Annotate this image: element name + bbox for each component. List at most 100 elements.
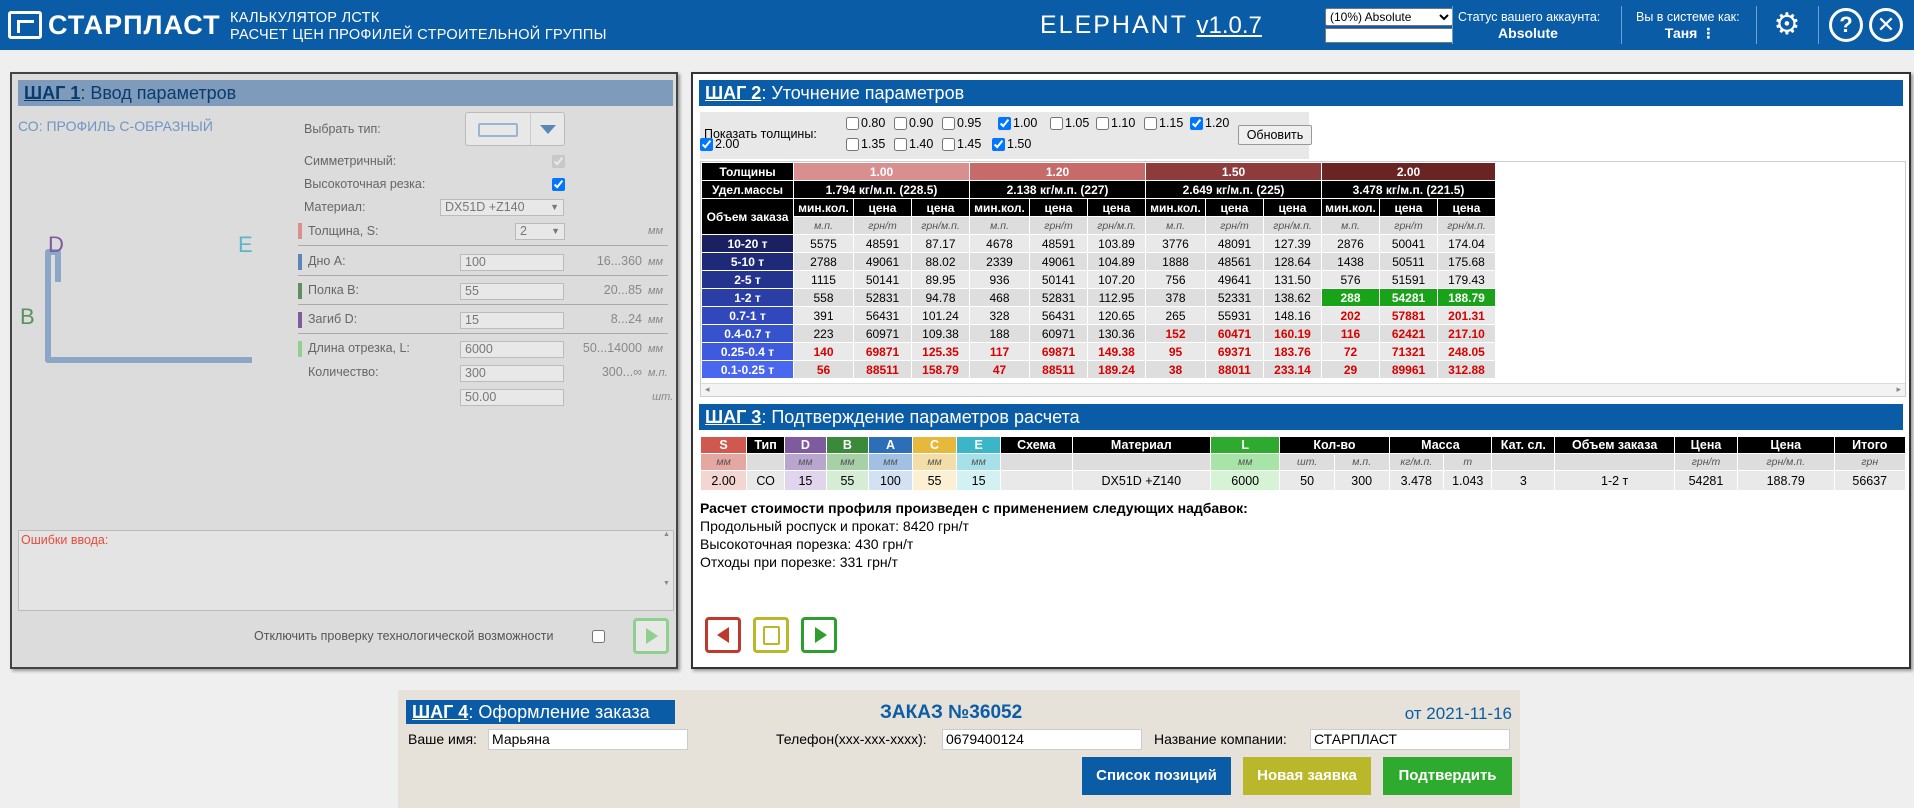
thickness-checkbox[interactable] bbox=[846, 137, 859, 151]
grid-row[interactable]: 1-2 т 558 52831 94.78 468 52831 112.95 378 52331… bbox=[701, 288, 1496, 307]
name-input[interactable]: Марьяна bbox=[488, 729, 688, 750]
thickness-checkbox[interactable] bbox=[1190, 116, 1203, 130]
thickness-select[interactable]: 2 ▼ bbox=[515, 223, 565, 240]
grid-cell[interactable]: 201.31 bbox=[1437, 306, 1496, 325]
grid-cell[interactable]: 152 bbox=[1145, 324, 1206, 343]
grid-cell[interactable]: 125.35 bbox=[911, 342, 970, 361]
thickness-option[interactable]: 1.45 bbox=[942, 137, 981, 151]
grid-cell[interactable]: 49061 bbox=[853, 252, 912, 271]
material-select[interactable]: DX51D +Z140 ▼ bbox=[440, 199, 564, 216]
grid-cell[interactable]: 149.38 bbox=[1087, 342, 1146, 361]
grid-cell[interactable]: 130.36 bbox=[1087, 324, 1146, 343]
thickness-option[interactable]: 1.15 bbox=[1144, 116, 1183, 130]
grid-cell[interactable]: 72 bbox=[1321, 342, 1380, 361]
thickness-checkbox[interactable] bbox=[992, 137, 1005, 151]
grid-cell[interactable]: 120.65 bbox=[1087, 306, 1146, 325]
step2-next-button[interactable] bbox=[801, 617, 837, 653]
grid-cell[interactable]: 160.19 bbox=[1263, 324, 1322, 343]
grid-cell[interactable]: 89.95 bbox=[911, 270, 970, 289]
grid-cell[interactable]: 88511 bbox=[853, 360, 912, 379]
grid-cell[interactable]: 576 bbox=[1321, 270, 1380, 289]
grid-cell[interactable]: 189.24 bbox=[1087, 360, 1146, 379]
symmetric-checkbox[interactable] bbox=[552, 155, 565, 168]
grid-scrollbar[interactable]: ◂ ▸ bbox=[701, 383, 1905, 396]
thickness-checkbox[interactable] bbox=[1144, 116, 1157, 130]
grid-cell[interactable]: 50141 bbox=[1029, 270, 1088, 289]
grid-cell[interactable]: 468 bbox=[969, 288, 1030, 307]
grid-cell-selected[interactable]: 54281 bbox=[1379, 288, 1438, 307]
length-input[interactable]: 6000 bbox=[460, 341, 564, 358]
thickness-checkbox[interactable] bbox=[1096, 116, 1109, 130]
grid-cell[interactable]: 69871 bbox=[1029, 342, 1088, 361]
grid-cell[interactable]: 131.50 bbox=[1263, 270, 1322, 289]
grid-cell[interactable]: 112.95 bbox=[1087, 288, 1146, 307]
thickness-option[interactable]: 0.80 bbox=[846, 116, 885, 130]
grid-cell[interactable]: 328 bbox=[969, 306, 1030, 325]
grid-cell[interactable]: 87.17 bbox=[911, 234, 970, 253]
shelf-input[interactable]: 55 bbox=[460, 283, 564, 300]
grid-cell[interactable]: 2788 bbox=[793, 252, 854, 271]
grid-cell[interactable]: 2339 bbox=[969, 252, 1030, 271]
thickness-option[interactable]: 0.90 bbox=[894, 116, 933, 130]
grid-cell[interactable]: 48591 bbox=[1029, 234, 1088, 253]
grid-cell[interactable]: 55931 bbox=[1205, 306, 1264, 325]
grid-cell[interactable]: 1438 bbox=[1321, 252, 1380, 271]
refresh-button[interactable]: Обновить bbox=[1238, 125, 1312, 145]
grid-cell[interactable]: 391 bbox=[793, 306, 854, 325]
grid-cell[interactable]: 94.78 bbox=[911, 288, 970, 307]
thickness-option[interactable]: 1.35 bbox=[846, 137, 885, 151]
grid-cell[interactable]: 179.43 bbox=[1437, 270, 1496, 289]
thickness-option[interactable]: 1.00 bbox=[998, 116, 1037, 130]
grid-cell[interactable]: 95 bbox=[1145, 342, 1206, 361]
price-grid[interactable]: Толщины 1.00 1.20 1.50 2.00 Удел.массы 1.794 к… bbox=[700, 161, 1906, 397]
bend-input[interactable]: 15 bbox=[460, 312, 564, 329]
grid-cell[interactable]: 48591 bbox=[853, 234, 912, 253]
grid-cell[interactable]: 107.20 bbox=[1087, 270, 1146, 289]
version-link[interactable]: v1.0.7 bbox=[1196, 12, 1262, 39]
thickness-option[interactable]: 0.95 bbox=[942, 116, 981, 130]
markup-input[interactable] bbox=[1325, 28, 1453, 43]
precise-cut-checkbox[interactable] bbox=[552, 178, 565, 191]
gears-icon[interactable]: ⚙ bbox=[1773, 8, 1801, 41]
thickness-checkbox[interactable] bbox=[846, 116, 859, 130]
grid-cell[interactable]: 223 bbox=[793, 324, 854, 343]
grid-row[interactable]: 10-20 т 5575 48591 87.17 4678 48591 103.89 3776… bbox=[701, 234, 1496, 253]
grid-cell[interactable]: 936 bbox=[969, 270, 1030, 289]
grid-cell[interactable]: 5575 bbox=[793, 234, 854, 253]
grid-cell[interactable]: 50511 bbox=[1379, 252, 1438, 271]
grid-cell[interactable]: 183.76 bbox=[1263, 342, 1322, 361]
grid-cell[interactable]: 29 bbox=[1321, 360, 1380, 379]
grid-cell[interactable]: 558 bbox=[793, 288, 854, 307]
grid-cell[interactable]: 140 bbox=[793, 342, 854, 361]
grid-cell[interactable]: 69871 bbox=[853, 342, 912, 361]
confirm-button[interactable]: Подтвердить bbox=[1383, 757, 1512, 795]
new-order-button[interactable]: Новая заявка bbox=[1243, 757, 1371, 795]
thickness-checkbox[interactable] bbox=[942, 116, 955, 130]
grid-cell[interactable]: 265 bbox=[1145, 306, 1206, 325]
grid-cell-selected[interactable]: 288 bbox=[1321, 288, 1380, 307]
thickness-option[interactable]: 1.10 bbox=[1096, 116, 1135, 130]
close-icon[interactable]: ✕ bbox=[1869, 8, 1903, 42]
grid-cell[interactable]: 38 bbox=[1145, 360, 1206, 379]
grid-cell[interactable]: 109.38 bbox=[911, 324, 970, 343]
grid-cell[interactable]: 148.16 bbox=[1263, 306, 1322, 325]
type-select[interactable] bbox=[465, 112, 565, 146]
thickness-option[interactable]: 1.40 bbox=[894, 137, 933, 151]
grid-cell[interactable]: 1115 bbox=[793, 270, 854, 289]
grid-cell[interactable]: 57881 bbox=[1379, 306, 1438, 325]
grid-cell[interactable]: 117 bbox=[969, 342, 1030, 361]
thickness-checkbox[interactable] bbox=[998, 116, 1011, 130]
grid-cell[interactable]: 52331 bbox=[1205, 288, 1264, 307]
grid-row[interactable]: 5-10 т 2788 49061 88.02 2339 49061 104.89 1888 4… bbox=[701, 252, 1496, 271]
help-icon[interactable]: ? bbox=[1829, 8, 1863, 42]
bottom-input[interactable]: 100 bbox=[460, 254, 564, 271]
grid-cell[interactable]: 60471 bbox=[1205, 324, 1264, 343]
grid-cell[interactable]: 127.39 bbox=[1263, 234, 1322, 253]
grid-cell[interactable]: 1888 bbox=[1145, 252, 1206, 271]
grid-cell[interactable]: 4678 bbox=[969, 234, 1030, 253]
disable-check-checkbox[interactable] bbox=[592, 630, 605, 643]
grid-cell[interactable]: 202 bbox=[1321, 306, 1380, 325]
grid-cell[interactable]: 89961 bbox=[1379, 360, 1438, 379]
grid-row[interactable]: 0.1-0.25 т 56 88511 158.79 47 88511 189.24 38 88… bbox=[701, 360, 1496, 379]
grid-cell[interactable]: 158.79 bbox=[911, 360, 970, 379]
